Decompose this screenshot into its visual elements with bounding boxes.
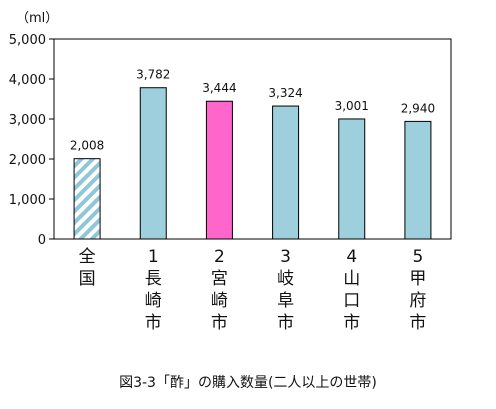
chart-caption: 図3-3「酢」の購入数量(二人以上の世帯) xyxy=(119,375,377,391)
plot-frame xyxy=(53,38,452,240)
x-category-label: 5 xyxy=(413,247,424,267)
bar-value-label: 3,001 xyxy=(335,99,369,113)
bar xyxy=(205,100,233,240)
x-category-label: 1 xyxy=(148,247,159,267)
x-category-label: 市 xyxy=(409,313,426,333)
x-category-label: 長 xyxy=(145,269,162,289)
x-category-label: 府 xyxy=(409,291,426,311)
x-category-label: 4 xyxy=(346,247,357,267)
x-category-label: 甲 xyxy=(409,269,426,289)
x-category-label: 山 xyxy=(343,269,360,289)
y-tick-label: 1,000 xyxy=(9,193,46,208)
bar-value-label: 2,940 xyxy=(401,101,435,115)
bar-value-label: 3,782 xyxy=(136,68,170,82)
bar xyxy=(272,105,300,240)
bar-value-label: 3,324 xyxy=(268,86,302,100)
x-category-label: 崎 xyxy=(145,291,162,311)
x-category-label: 市 xyxy=(343,313,360,333)
bar xyxy=(139,87,167,240)
y-tick-label: 5,000 xyxy=(9,33,46,48)
x-category-label: 阜 xyxy=(277,291,294,311)
bar-value-label: 3,444 xyxy=(202,81,236,95)
x-category-label: 全 xyxy=(79,247,96,267)
x-category-label: 口 xyxy=(343,291,360,311)
bar-chart: （ml） 0 1,000 2,000 3,000 4,000 5,000 2,008 全国 3,… xyxy=(9,11,452,333)
bar-value-label: 2,008 xyxy=(70,139,104,153)
y-unit-label: （ml） xyxy=(16,11,58,26)
x-category-label: 国 xyxy=(79,269,96,289)
x-category-label: 市 xyxy=(145,313,162,333)
y-tick-label: 2,000 xyxy=(9,153,46,168)
bar xyxy=(404,120,432,240)
x-category-label: 2 xyxy=(214,247,225,267)
y-tick-label: 3,000 xyxy=(9,113,46,128)
x-category-label: 岐 xyxy=(277,269,294,289)
y-tick-label: 0 xyxy=(38,233,46,248)
x-category-label: 市 xyxy=(277,313,294,333)
x-category-label: 市 xyxy=(211,313,228,333)
x-category-label: 3 xyxy=(280,247,291,267)
x-category-label: 崎 xyxy=(211,291,228,311)
bar xyxy=(73,158,101,240)
y-tick-label: 4,000 xyxy=(9,73,46,88)
bar xyxy=(338,118,366,240)
x-category-label: 宮 xyxy=(211,269,228,289)
